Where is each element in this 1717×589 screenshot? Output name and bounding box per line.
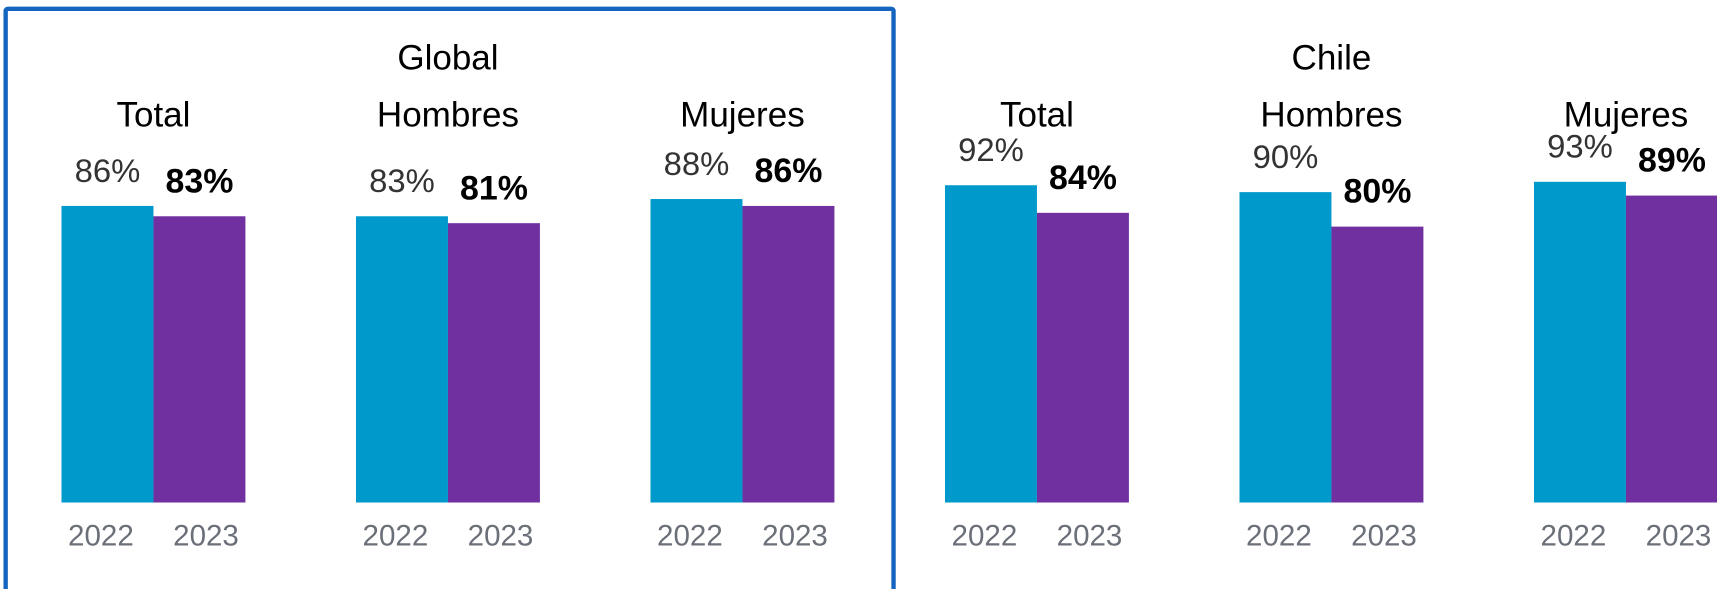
- value-label: 89%: [1638, 142, 1706, 180]
- x-tick-label: 2023: [173, 519, 239, 552]
- panel-title: Total: [1000, 95, 1074, 134]
- highlight-box: [3, 6, 896, 589]
- x-tick-label: 2022: [363, 519, 429, 552]
- bar: [153, 216, 246, 503]
- x-tick-label: 2023: [468, 519, 534, 552]
- value-label: 83%: [165, 162, 233, 200]
- value-label: 86%: [75, 152, 141, 189]
- value-label: 93%: [1547, 128, 1613, 165]
- bar: [1533, 181, 1626, 503]
- x-tick-label: 2023: [1646, 519, 1712, 552]
- panel-title: Hombres: [377, 95, 519, 134]
- x-tick-label: 2023: [1351, 519, 1417, 552]
- bar: [650, 199, 743, 503]
- x-tick-label: 2022: [1246, 519, 1312, 552]
- panel-title: Hombres: [1260, 95, 1402, 134]
- group-title: Chile: [1292, 38, 1372, 77]
- group-title: Global: [397, 38, 498, 77]
- bar: [742, 205, 835, 503]
- bar: [1331, 226, 1424, 503]
- value-label: 86%: [754, 152, 822, 190]
- value-label: 81%: [460, 169, 528, 207]
- value-label: 83%: [369, 162, 435, 199]
- x-tick-label: 2023: [762, 519, 828, 552]
- value-label: 88%: [664, 145, 730, 182]
- panel-title: Total: [116, 95, 190, 134]
- bar: [355, 216, 448, 503]
- x-tick-label: 2022: [952, 519, 1018, 552]
- bar: [1036, 212, 1129, 503]
- bar: [447, 223, 540, 503]
- value-label: 84%: [1049, 159, 1117, 197]
- x-tick-label: 2022: [68, 519, 134, 552]
- bar: [1625, 195, 1717, 503]
- bar: [1239, 192, 1332, 503]
- x-tick-label: 2022: [657, 519, 723, 552]
- value-label: 80%: [1343, 173, 1411, 211]
- bar: [61, 205, 154, 503]
- value-label: 92%: [958, 131, 1024, 168]
- x-tick-label: 2023: [1057, 519, 1123, 552]
- bar: [944, 185, 1037, 503]
- x-tick-label: 2022: [1541, 519, 1607, 552]
- panel-title: Mujeres: [1564, 95, 1689, 134]
- value-label: 90%: [1253, 138, 1319, 175]
- panel-title: Mujeres: [680, 95, 805, 134]
